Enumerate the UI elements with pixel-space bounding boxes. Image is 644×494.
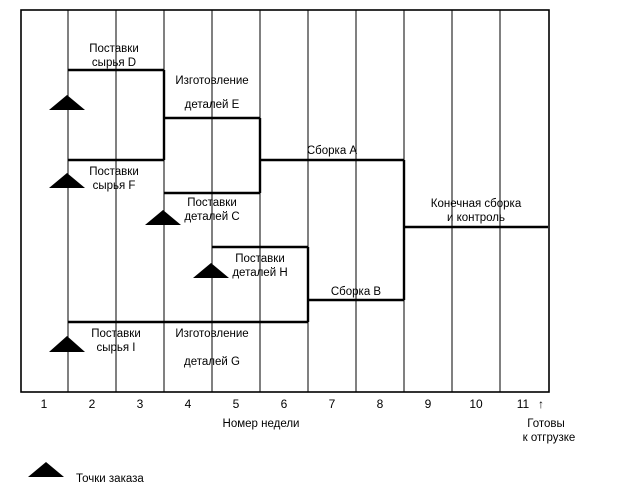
task-label-make-g: деталей G <box>184 356 240 368</box>
legend-label: Точки заказа <box>76 473 144 485</box>
order-points <box>49 95 229 352</box>
order-point-triangle-icon <box>49 336 85 352</box>
week-tick-label: 1 <box>41 397 48 411</box>
task-label-supply-c: Поставки <box>187 197 237 209</box>
task-label-supply-h: Поставки <box>235 253 285 265</box>
week-tick-label: 6 <box>281 397 288 411</box>
task-label-supply-d: Поставки <box>89 43 139 55</box>
task-label-make-e: деталей E <box>185 99 240 111</box>
task-label-assembly-b: Сборка B <box>331 286 382 298</box>
task-label-supply-h: деталей H <box>232 267 287 279</box>
legend: Точки заказа <box>28 462 144 485</box>
order-point-triangle-icon <box>145 210 181 225</box>
task-label-supply-i: сырья I <box>96 342 135 354</box>
task-label-supply-d: сырья D <box>92 57 136 69</box>
axis-title: Номер недели <box>223 418 300 430</box>
task-label-final: и контроль <box>447 212 505 224</box>
task-label-make-e: Изготовление <box>175 75 248 87</box>
task-label-supply-f: Поставки <box>89 166 139 178</box>
task-label-supply-c: деталей C <box>184 211 239 223</box>
week-tick-label: 4 <box>185 397 192 411</box>
order-point-triangle-icon <box>49 95 85 110</box>
week-tick-label: 2 <box>89 397 96 411</box>
ship-ready-label: Готовы <box>527 418 565 430</box>
ship-ready-label: к отгрузке <box>523 432 576 444</box>
week-grid <box>20 9 550 393</box>
task-label-supply-f: сырья F <box>93 180 136 192</box>
chart-frame <box>20 9 550 393</box>
week-axis: 1 2 3 4 5 6 7 8 9 10 11 ↑ Номер недели Г… <box>41 397 576 444</box>
week-tick-label: 10 <box>469 397 483 411</box>
task-label-final: Конечная сборка <box>431 198 522 210</box>
week-tick-label: 9 <box>425 397 432 411</box>
ship-arrow-icon: ↑ <box>538 397 544 411</box>
order-point-triangle-icon <box>193 263 229 278</box>
week-tick-label: 5 <box>233 397 240 411</box>
week-tick-label: 8 <box>377 397 384 411</box>
schedule-bars <box>68 68 548 324</box>
task-labels: Поставки сырья D Поставки сырья F Изгото… <box>89 43 522 368</box>
week-tick-label: 7 <box>329 397 336 411</box>
task-label-assembly-a: Сборка A <box>307 145 358 157</box>
week-tick-label: 3 <box>137 397 144 411</box>
order-point-triangle-icon <box>49 173 85 188</box>
legend-order-point-triangle-icon <box>28 462 64 477</box>
task-label-supply-i: Поставки <box>91 328 141 340</box>
week-tick-label: 11 <box>517 397 530 411</box>
task-label-make-g: Изготовление <box>175 328 248 340</box>
